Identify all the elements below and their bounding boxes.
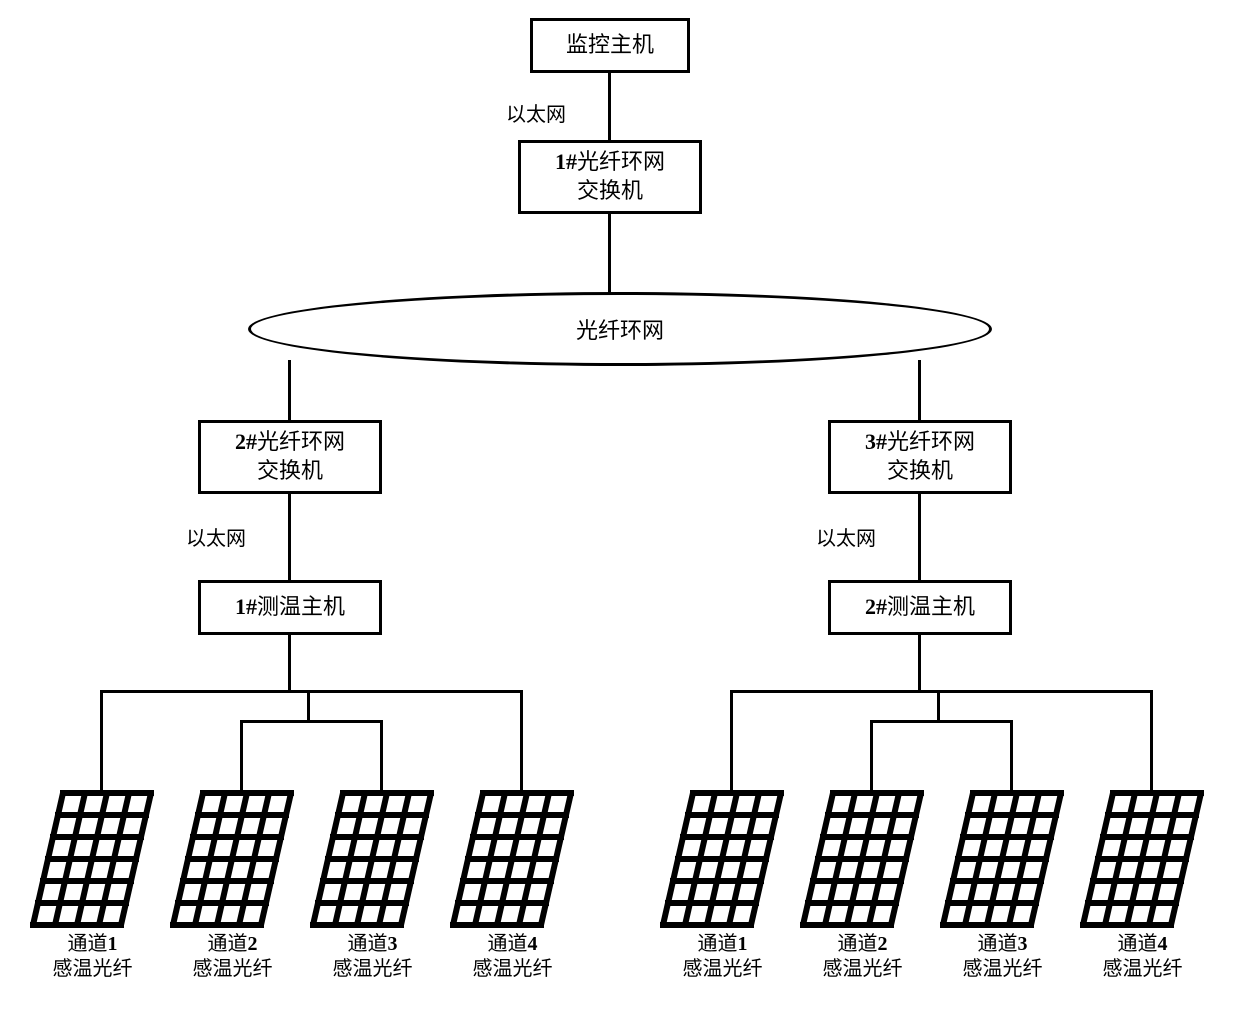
edge-switch3-host2 — [918, 494, 921, 580]
tree-left-drop1 — [100, 690, 103, 790]
tree-left-stem — [288, 635, 291, 690]
edge-switch1-ring — [608, 214, 611, 295]
sensor-panel: 通道2感温光纤 — [800, 790, 925, 982]
tree-left-drop4 — [520, 690, 523, 790]
tree-left-midstem — [307, 690, 310, 720]
host1-node: 1#测温主机 — [198, 580, 382, 635]
panel-label: 通道1感温光纤 — [30, 932, 155, 982]
sensor-panel: 通道4感温光纤 — [1080, 790, 1205, 982]
tree-left-bar — [100, 690, 523, 693]
tree-left-drop2 — [240, 720, 243, 790]
edge-ring-switch2 — [288, 360, 291, 420]
tree-right-drop1 — [730, 690, 733, 790]
panel-label: 通道1感温光纤 — [660, 932, 785, 982]
panel-label: 通道3感温光纤 — [940, 932, 1065, 982]
edge-monitor-switch1 — [608, 73, 611, 140]
tree-right-stem — [918, 635, 921, 690]
tree-left-drop3 — [380, 720, 383, 790]
sensor-panel: 通道2感温光纤 — [170, 790, 295, 982]
tree-right-midstem — [937, 690, 940, 720]
switch2-node: 2#光纤环网 交换机 — [198, 420, 382, 494]
ethernet-label-left: 以太网 — [186, 522, 246, 551]
host2-node: 2#测温主机 — [828, 580, 1012, 635]
panel-label: 通道4感温光纤 — [450, 932, 575, 982]
panel-label: 通道2感温光纤 — [800, 932, 925, 982]
tree-left-midbar — [240, 720, 383, 723]
ethernet-label-top: 以太网 — [506, 98, 566, 127]
switch3-node: 3#光纤环网 交换机 — [828, 420, 1012, 494]
fiber-ring-network: 光纤环网 — [248, 292, 992, 366]
sensor-panel: 通道1感温光纤 — [660, 790, 785, 982]
panel-label: 通道2感温光纤 — [170, 932, 295, 982]
tree-right-bar — [730, 690, 1153, 693]
monitor-host-node: 监控主机 — [530, 18, 690, 73]
edge-switch2-host1 — [288, 494, 291, 580]
tree-right-drop4 — [1150, 690, 1153, 790]
sensor-panel: 通道4感温光纤 — [450, 790, 575, 982]
sensor-panel: 通道3感温光纤 — [310, 790, 435, 982]
switch1-node: 1#光纤环网 交换机 — [518, 140, 702, 214]
sensor-panel: 通道3感温光纤 — [940, 790, 1065, 982]
edge-ring-switch3 — [918, 360, 921, 420]
monitor-host-label: 监控主机 — [566, 31, 654, 60]
tree-right-drop3 — [1010, 720, 1013, 790]
tree-right-drop2 — [870, 720, 873, 790]
panel-label: 通道4感温光纤 — [1080, 932, 1205, 982]
ethernet-label-right: 以太网 — [816, 522, 876, 551]
panel-label: 通道3感温光纤 — [310, 932, 435, 982]
sensor-panel: 通道1感温光纤 — [30, 790, 155, 982]
tree-right-midbar — [870, 720, 1013, 723]
